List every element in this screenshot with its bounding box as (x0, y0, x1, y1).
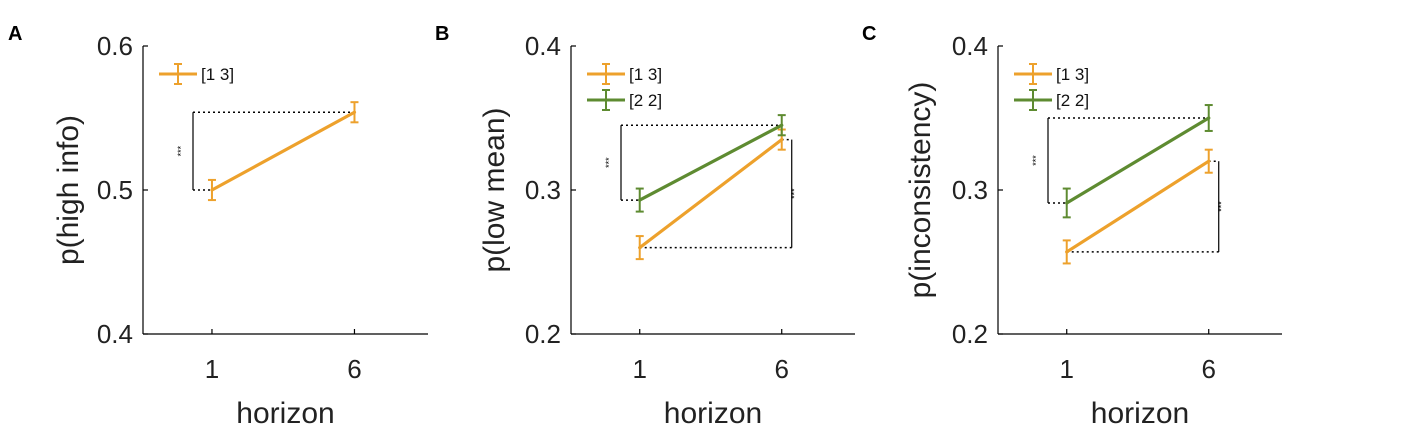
data-point (1065, 201, 1069, 205)
y-tick-label: 0.2 (952, 319, 988, 349)
y-tick-label: 0.4 (952, 31, 988, 61)
x-tick-label: 1 (205, 354, 219, 384)
panel-a: A p(high info) horizon 1 6 0.4 0.5 0.6 [… (8, 23, 428, 430)
panel-c: C p(inconsistency) horizon 1 6 0.2 0.3 0… (862, 23, 1282, 430)
data-point (638, 198, 642, 202)
x-axis-label: horizon (1091, 397, 1189, 430)
panel-letter: C (862, 23, 876, 45)
data-point (780, 123, 784, 127)
legend-entry-label: [1 3] (201, 65, 234, 84)
x-tick-label: 6 (774, 354, 788, 384)
panel-b: B p(low mean) horizon 1 6 0.2 0.3 0.4 [1… (435, 23, 855, 430)
y-tick-label: 0.5 (97, 175, 133, 205)
series-line (638, 138, 784, 250)
y-tick-label: 0.4 (97, 319, 133, 349)
significance-label: *** (790, 188, 800, 199)
legend-entry-label: [1 3] (629, 65, 662, 84)
significance-label: *** (604, 157, 614, 168)
x-tick-label: 1 (632, 354, 646, 384)
data-point (1065, 250, 1069, 254)
significance-label: *** (1217, 201, 1227, 212)
panel-letter: A (8, 23, 22, 45)
y-tick-label: 0.2 (525, 319, 561, 349)
y-tick-label: 0.4 (525, 31, 561, 61)
series-line (210, 110, 357, 192)
legend-entry-label: [2 2] (1056, 91, 1089, 110)
y-axis-label: p(high info) (52, 115, 85, 265)
y-axis-label: p(inconsistency) (904, 82, 937, 299)
series-line (1065, 159, 1211, 254)
panel-letter: B (435, 23, 449, 45)
data-point (352, 110, 356, 114)
data-point (1207, 159, 1211, 163)
data-point (1207, 116, 1211, 120)
data-point (780, 138, 784, 142)
legend-entry-label: [1 3] (1056, 65, 1089, 84)
y-tick-label: 0.3 (952, 175, 988, 205)
y-tick-label: 0.6 (97, 31, 133, 61)
data-point (638, 246, 642, 250)
series-line (1065, 116, 1211, 205)
y-tick-label: 0.3 (525, 175, 561, 205)
x-axis-label: horizon (664, 397, 762, 430)
significance-label: *** (1031, 155, 1041, 166)
y-axis-label: p(low mean) (478, 107, 511, 272)
series-line (638, 123, 784, 202)
significance-label: *** (176, 145, 186, 156)
data-point (210, 188, 214, 192)
x-tick-label: 6 (1201, 354, 1215, 384)
x-tick-label: 6 (347, 354, 361, 384)
x-axis-label: horizon (236, 397, 334, 430)
x-tick-label: 1 (1059, 354, 1073, 384)
legend-entry-label: [2 2] (629, 91, 662, 110)
